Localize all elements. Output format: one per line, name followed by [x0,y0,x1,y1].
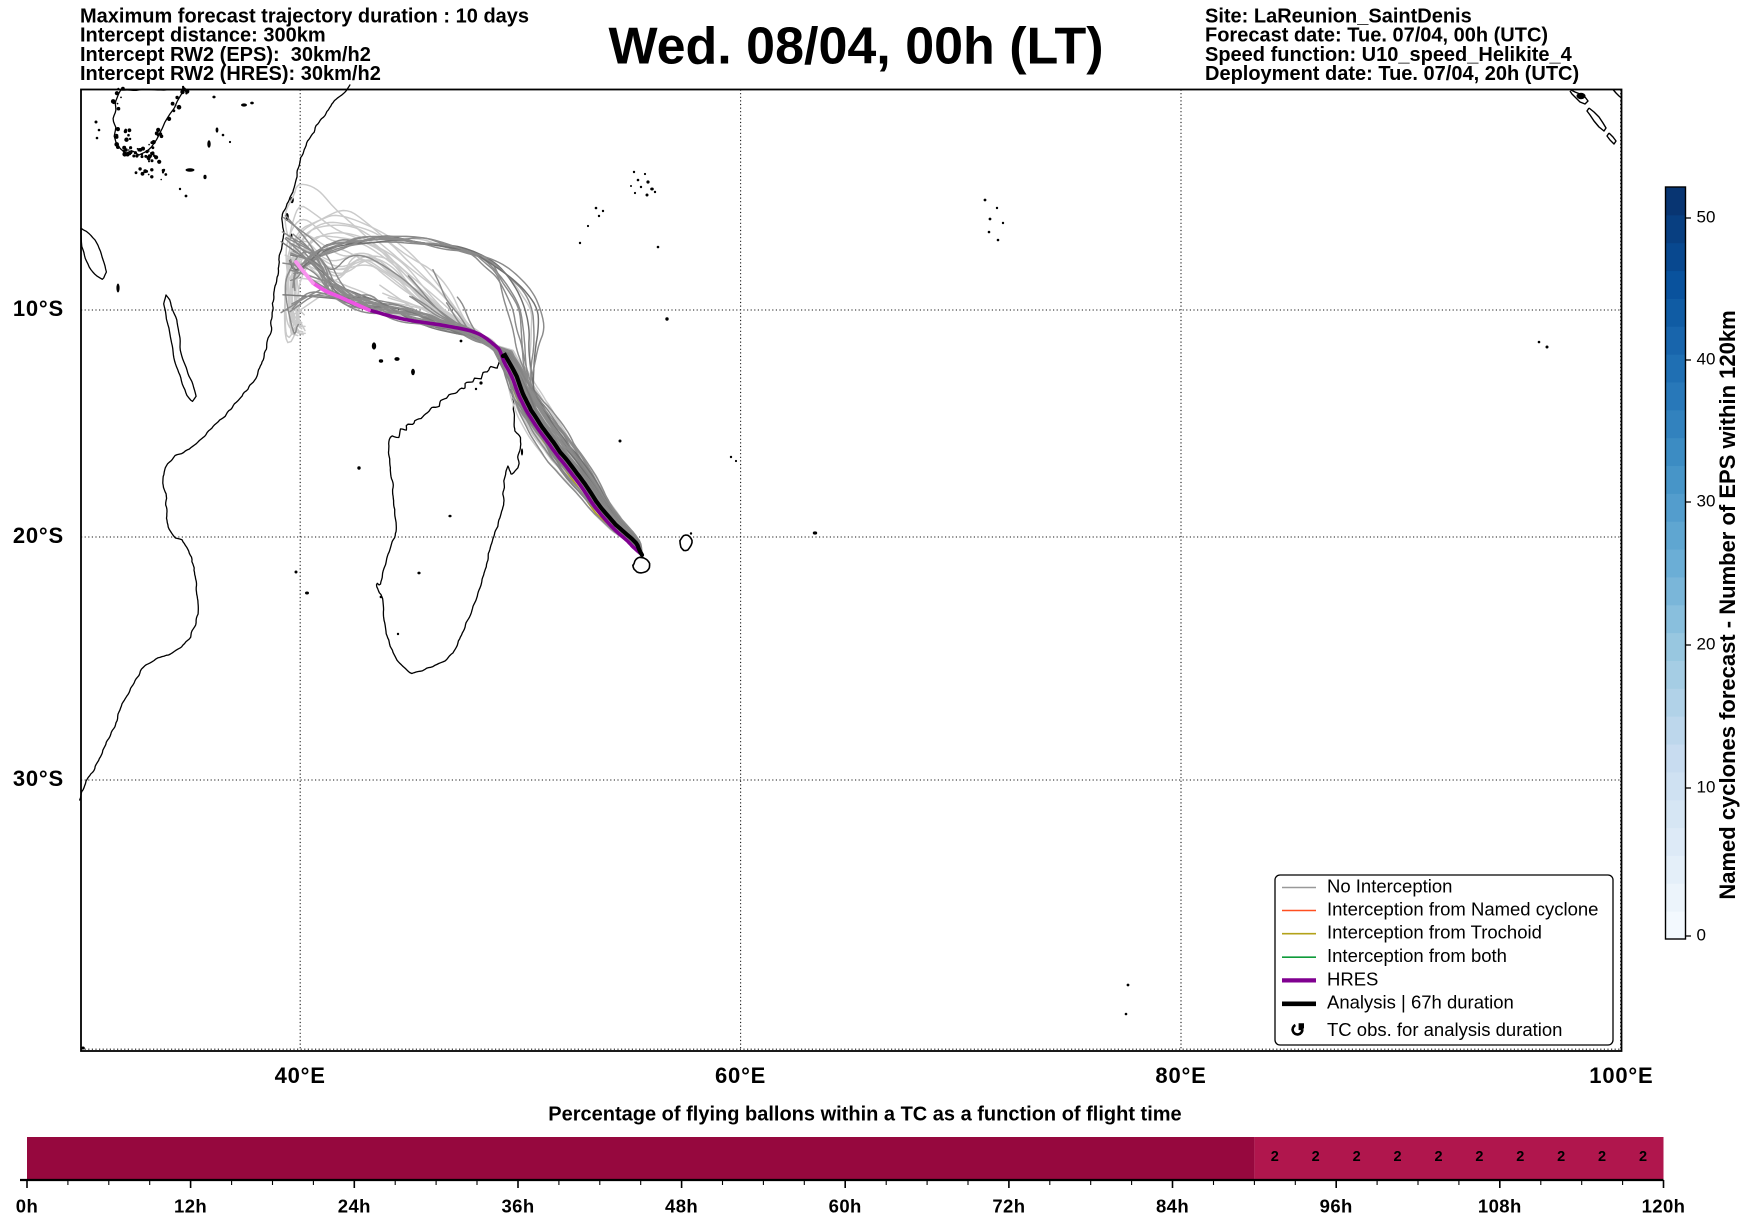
svg-text:12h: 12h [174,1196,207,1213]
svg-text:2: 2 [1516,1149,1524,1165]
svg-text:Forecast date: Tue. 07/04, 00h: Forecast date: Tue. 07/04, 00h (UTC) [1205,25,1548,47]
svg-text:40: 40 [1697,349,1716,368]
svg-text:Interception from Trochoid: Interception from Trochoid [1327,922,1542,943]
svg-text:Intercept RW2 (EPS): 30km/h2: Intercept RW2 (EPS): 30km/h2 [80,44,371,66]
svg-text:2: 2 [1312,1149,1320,1165]
svg-text:0: 0 [1697,925,1706,944]
svg-text:2: 2 [1394,1149,1402,1165]
svg-text:24h: 24h [338,1196,371,1213]
svg-text:100°E: 100°E [1589,1063,1653,1088]
svg-text:48h: 48h [665,1196,698,1213]
svg-text:40°E: 40°E [275,1063,326,1088]
svg-text:2: 2 [1353,1149,1361,1165]
svg-text:Percentage of flying ballons w: Percentage of flying ballons within a TC… [548,1103,1181,1125]
svg-text:Analysis | 67h duration: Analysis | 67h duration [1327,992,1514,1013]
svg-text:30°S: 30°S [13,766,64,791]
svg-text:0h: 0h [16,1196,38,1213]
svg-text:Wed. 08/04, 00h (LT): Wed. 08/04, 00h (LT) [608,18,1103,76]
svg-text:60h: 60h [829,1196,862,1213]
svg-text:Named cyclones forecast - Numb: Named cyclones forecast - Number of EPS … [1715,310,1740,899]
svg-text:50: 50 [1697,207,1716,226]
svg-text:60°E: 60°E [715,1063,766,1088]
svg-text:Interception from both: Interception from both [1327,945,1507,966]
svg-text:36h: 36h [501,1196,534,1213]
svg-text:80°E: 80°E [1155,1063,1206,1088]
svg-text:Speed function: U10_speed_Heli: Speed function: U10_speed_Helikite_4 [1205,44,1573,66]
svg-text:Intercept distance: 300km: Intercept distance: 300km [80,25,326,47]
svg-text:10: 10 [1697,777,1716,796]
svg-text:2: 2 [1639,1149,1647,1165]
svg-text:TC obs. for analysis duration: TC obs. for analysis duration [1327,1019,1562,1040]
svg-text:84h: 84h [1156,1196,1189,1213]
svg-text:20: 20 [1697,634,1716,653]
svg-text:108h: 108h [1478,1196,1522,1213]
svg-text:Deployment date: Tue. 07/04, 2: Deployment date: Tue. 07/04, 20h (UTC) [1205,63,1579,85]
svg-text:Site: LaReunion_SaintDenis: Site: LaReunion_SaintDenis [1205,6,1472,28]
svg-text:30: 30 [1697,491,1716,510]
svg-text:Maximum forecast trajectory du: Maximum forecast trajectory duration : 1… [80,6,529,28]
svg-text:10°S: 10°S [13,296,64,321]
svg-text:2: 2 [1475,1149,1483,1165]
svg-text:2: 2 [1557,1149,1565,1165]
svg-text:No Interception: No Interception [1327,875,1452,896]
svg-text:2: 2 [1598,1149,1606,1165]
svg-text:2: 2 [1434,1149,1442,1165]
svg-text:HRES: HRES [1327,968,1378,989]
svg-text:20°S: 20°S [13,523,64,548]
svg-text:96h: 96h [1320,1196,1353,1213]
svg-text:Intercept RW2 (HRES): 30km/h2: Intercept RW2 (HRES): 30km/h2 [80,63,381,85]
svg-text:2: 2 [1271,1149,1279,1165]
svg-text:120h: 120h [1642,1196,1686,1213]
svg-text:Interception from Named cyclon: Interception from Named cyclone [1327,898,1598,919]
svg-text:72h: 72h [992,1196,1025,1213]
